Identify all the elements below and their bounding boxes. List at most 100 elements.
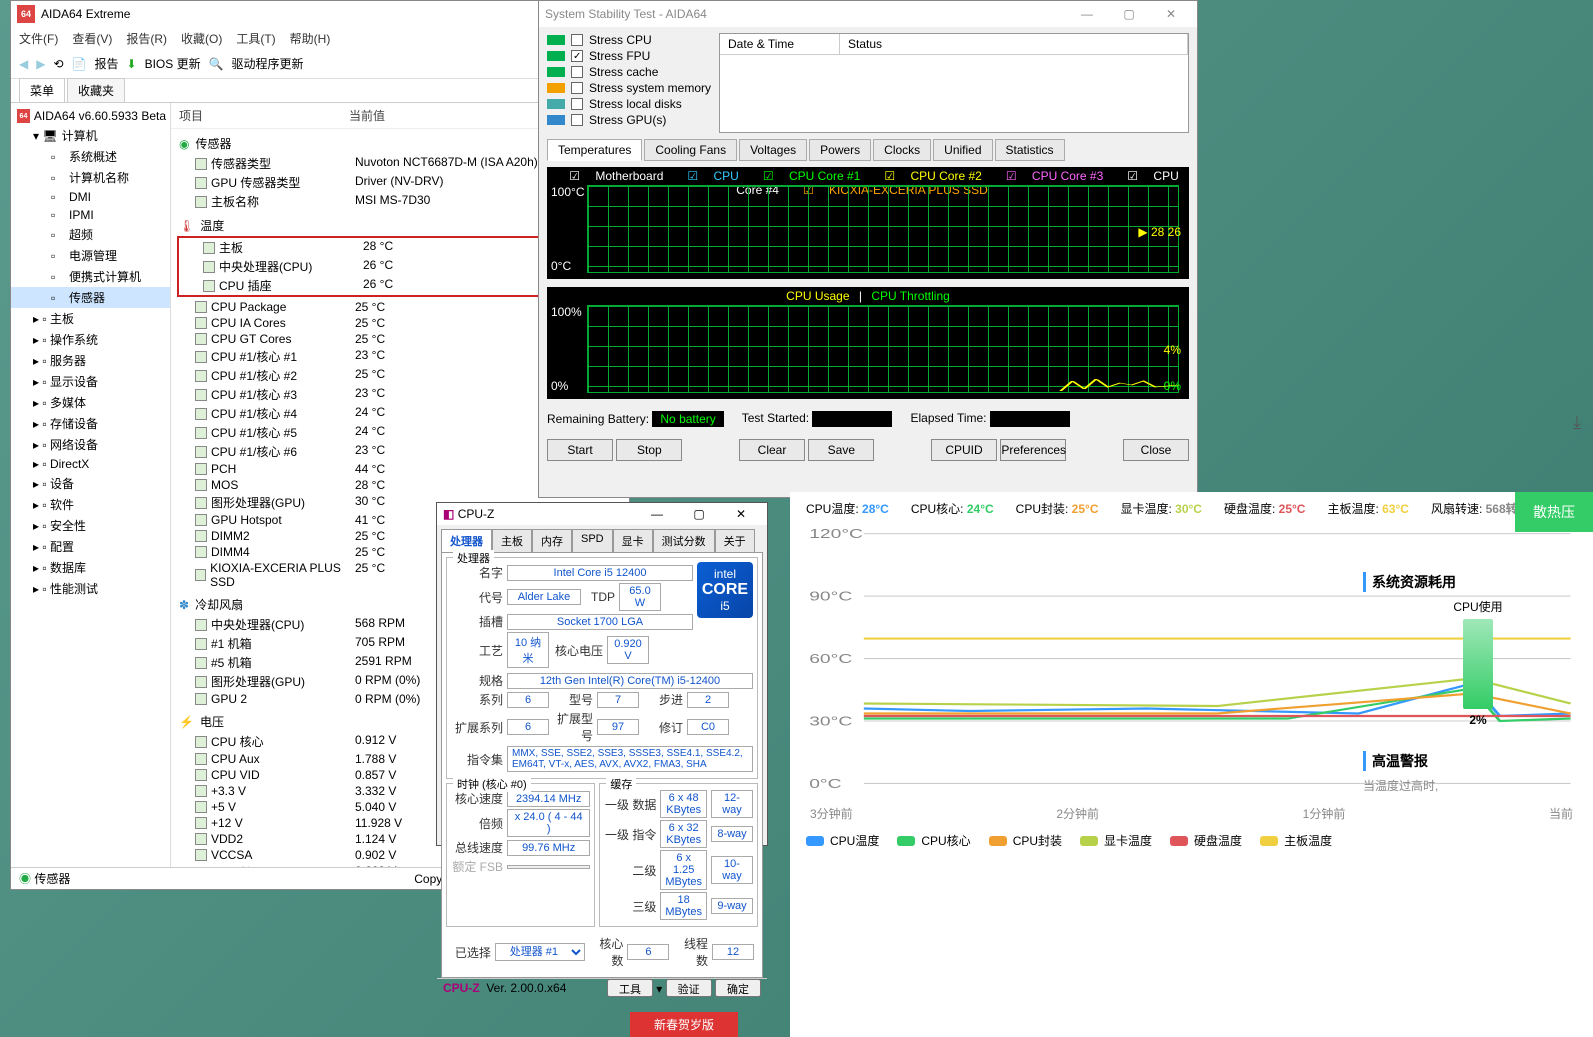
menu-fav[interactable]: 收藏(O) [181, 30, 222, 47]
tree-软件[interactable]: ▸ ▫ 软件 [11, 494, 170, 515]
tree-电源管理[interactable]: ▫电源管理 [11, 245, 170, 266]
sst-start-button[interactable]: Start [547, 439, 613, 461]
col-item[interactable]: 项目 [179, 107, 349, 124]
minimize-icon[interactable]: — [1067, 3, 1107, 25]
cpuz-tab-5[interactable]: 测试分数 [653, 529, 715, 552]
col-value[interactable]: 当前值 [349, 107, 385, 124]
tree-性能测试[interactable]: ▸ ▫ 性能测试 [11, 578, 170, 599]
legend-CPU Core #2[interactable]: ☑ CPU Core #2 [878, 169, 987, 183]
report-icon[interactable]: 📄 [72, 57, 87, 71]
sst-tab-clocks[interactable]: Clocks [873, 139, 931, 161]
menu-report[interactable]: 报告(R) [126, 30, 167, 47]
legend-CPU封装[interactable]: CPU封装 [989, 832, 1062, 849]
tree-多媒体[interactable]: ▸ ▫ 多媒体 [11, 392, 170, 413]
maximize-icon[interactable]: ▢ [679, 503, 719, 525]
legend-主板温度[interactable]: 主板温度 [1260, 832, 1332, 849]
legend-显卡温度[interactable]: 显卡温度 [1080, 832, 1152, 849]
tree-存储设备[interactable]: ▸ ▫ 存储设备 [11, 413, 170, 434]
legend-CPU Core #1[interactable]: ☑ CPU Core #1 [757, 169, 866, 183]
tree-操作系统[interactable]: ▸ ▫ 操作系统 [11, 329, 170, 350]
red-banner[interactable]: 新春贺岁版 [630, 1012, 738, 1037]
tree-便携式计算机[interactable]: ▫便携式计算机 [11, 266, 170, 287]
tree-数据库[interactable]: ▸ ▫ 数据库 [11, 557, 170, 578]
legend-CPU[interactable]: ☑ CPU [681, 169, 744, 183]
tree-设备[interactable]: ▸ ▫ 设备 [11, 473, 170, 494]
close-icon[interactable]: ✕ [1151, 3, 1191, 25]
download-icon[interactable]: ⬇ [127, 57, 137, 71]
sst-cpuid-button[interactable]: CPUID [931, 439, 997, 461]
cpuz-verify-button[interactable]: 验证 [666, 979, 712, 997]
legend-CPU核心[interactable]: CPU核心 [897, 832, 970, 849]
legend-CPU Core #3[interactable]: ☑ CPU Core #3 [1000, 169, 1109, 183]
sst-log[interactable]: Date & Time Status [719, 33, 1189, 133]
tree-系统概述[interactable]: ▫系统概述 [11, 146, 170, 167]
sst-tab-temperatures[interactable]: Temperatures [547, 139, 642, 161]
sst-preferences-button[interactable]: Preferences [1000, 439, 1066, 461]
tree-computer[interactable]: ▾ 🖥 计算机 [11, 125, 170, 146]
tree-计算机名称[interactable]: ▫计算机名称 [11, 167, 170, 188]
fwd-icon[interactable]: ▶ [36, 57, 45, 71]
check-stress-gpu(s)[interactable]: Stress GPU(s) [547, 113, 711, 127]
tree-配置[interactable]: ▸ ▫ 配置 [11, 536, 170, 557]
sst-stop-button[interactable]: Stop [616, 439, 682, 461]
toolbar-bios[interactable]: BIOS 更新 [145, 55, 201, 72]
tree-显示设备[interactable]: ▸ ▫ 显示设备 [11, 371, 170, 392]
cpuz-titlebar[interactable]: ◧ CPU-Z — ▢ ✕ [437, 503, 767, 525]
cpuz-tab-3[interactable]: SPD [572, 529, 613, 552]
aida64-tree[interactable]: 64AIDA64 v6.60.5933 Beta ▾ 🖥 计算机 ▫系统概述▫计… [11, 103, 171, 867]
tree-主板[interactable]: ▸ ▫ 主板 [11, 308, 170, 329]
sst-tab-voltages[interactable]: Voltages [739, 139, 807, 161]
check-stress-cpu[interactable]: Stress CPU [547, 33, 711, 47]
tree-DirectX[interactable]: ▸ ▫ DirectX [11, 455, 170, 473]
cpuz-ok-button[interactable]: 确定 [715, 979, 761, 997]
sst-save-button[interactable]: Save [808, 439, 874, 461]
toolbar-driver[interactable]: 驱动程序更新 [232, 55, 304, 72]
tree-IPMI[interactable]: ▫IPMI [11, 206, 170, 224]
legend-Motherboard[interactable]: ☑ Motherboard [563, 169, 669, 183]
sst-tab-powers[interactable]: Powers [809, 139, 871, 161]
tree-超频[interactable]: ▫超频 [11, 224, 170, 245]
sst-titlebar[interactable]: System Stability Test - AIDA64 — ▢ ✕ [539, 1, 1197, 27]
cpuz-tab-4[interactable]: 显卡 [613, 529, 653, 552]
cpuz-tab-0[interactable]: 处理器 [441, 529, 492, 552]
refresh-icon[interactable]: ⟲ [53, 57, 63, 71]
check-stress-system-memory[interactable]: Stress system memory [547, 81, 711, 95]
cpuz-tab-1[interactable]: 主板 [492, 529, 532, 552]
close-icon[interactable]: ✕ [721, 503, 761, 525]
sst-clear-button[interactable]: Clear [739, 439, 805, 461]
check-stress-local-disks[interactable]: Stress local disks [547, 97, 711, 111]
cpuz-tools-button[interactable]: 工具 [607, 979, 653, 997]
back-icon[interactable]: ◀ [19, 57, 28, 71]
tree-安全性[interactable]: ▸ ▫ 安全性 [11, 515, 170, 536]
toolbar-report[interactable]: 报告 [94, 55, 118, 72]
processor-select[interactable]: 处理器 #1 [495, 943, 585, 961]
sst-tab-cooling fans[interactable]: Cooling Fans [644, 139, 737, 161]
sst-close-button[interactable]: Close [1123, 439, 1189, 461]
download-icon[interactable]: ⤓ [1573, 412, 1581, 433]
minimize-icon[interactable]: — [637, 503, 677, 525]
tree-传感器[interactable]: ▫传感器 [11, 287, 170, 308]
sst-tab-statistics[interactable]: Statistics [995, 139, 1065, 161]
maximize-icon[interactable]: ▢ [1109, 3, 1149, 25]
log-col-status[interactable]: Status [840, 34, 1188, 54]
legend-硬盘温度[interactable]: 硬盘温度 [1170, 832, 1242, 849]
menu-help[interactable]: 帮助(H) [290, 30, 331, 47]
tree-网络设备[interactable]: ▸ ▫ 网络设备 [11, 434, 170, 455]
check-stress-cache[interactable]: Stress cache [547, 65, 711, 79]
check-stress-fpu[interactable]: Stress FPU [547, 49, 711, 63]
legend-CPU温度[interactable]: CPU温度 [806, 832, 879, 849]
aida64-titlebar[interactable]: 64 AIDA64 Extreme [11, 1, 629, 27]
search-icon[interactable]: 🔍 [209, 57, 224, 71]
tree-服务器[interactable]: ▸ ▫ 服务器 [11, 350, 170, 371]
tree-DMI[interactable]: ▫DMI [11, 188, 170, 206]
tab-menu[interactable]: 菜单 [19, 78, 65, 102]
tab-fav[interactable]: 收藏夹 [67, 78, 125, 102]
menu-tools[interactable]: 工具(T) [236, 30, 275, 47]
log-col-datetime[interactable]: Date & Time [720, 34, 840, 54]
sst-tab-unified[interactable]: Unified [933, 139, 992, 161]
tree-root[interactable]: 64AIDA64 v6.60.5933 Beta [11, 107, 170, 125]
menu-view[interactable]: 查看(V) [72, 30, 112, 47]
cpuz-tab-6[interactable]: 关于 [715, 529, 755, 552]
menu-file[interactable]: 文件(F) [19, 30, 58, 47]
cpuz-tab-2[interactable]: 内存 [532, 529, 572, 552]
